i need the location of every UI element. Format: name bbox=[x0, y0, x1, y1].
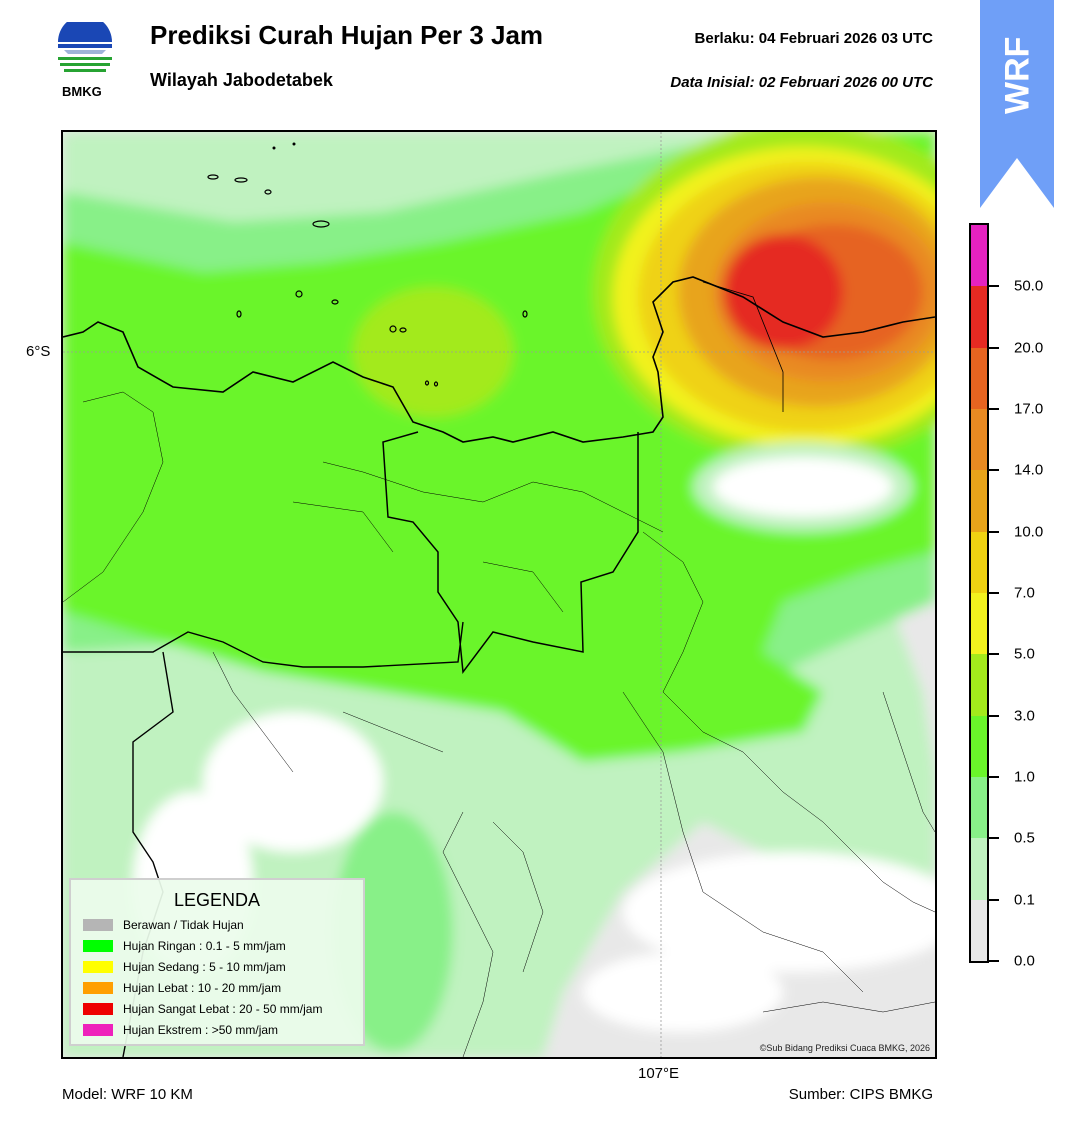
district-boundaries bbox=[63, 391, 935, 1057]
colorbar-segment bbox=[971, 225, 987, 287]
colorbar bbox=[969, 223, 989, 963]
legend-swatch bbox=[83, 919, 113, 931]
colorbar-tick bbox=[989, 837, 999, 840]
colorbar-segment bbox=[971, 777, 987, 839]
legend-item: Hujan Ringan : 0.1 - 5 mm/jam bbox=[83, 938, 286, 954]
colorbar-label: 20.0 bbox=[1014, 339, 1044, 357]
legend-title: LEGENDA bbox=[173, 890, 261, 910]
longitude-label: 107°E bbox=[638, 1065, 680, 1082]
colorbar-segment bbox=[971, 654, 987, 716]
colorbar-label: 0.0 bbox=[1014, 952, 1035, 970]
colorbar-tick bbox=[989, 592, 999, 594]
colorbar-label: 0.5 bbox=[1014, 829, 1035, 847]
colorbar-label: 0.1 bbox=[1014, 891, 1035, 909]
legend-swatch bbox=[83, 961, 113, 973]
legend-item: Hujan Ekstrem : >50 mm/jam bbox=[83, 1022, 278, 1038]
colorbar-label: 10.0 bbox=[1014, 523, 1044, 541]
colorbar-segment bbox=[971, 715, 987, 778]
district-boundary bbox=[702, 281, 784, 412]
legend-item-label: Hujan Sangat Lebat : 20 - 50 mm/jam bbox=[123, 1002, 323, 1016]
province-boundary bbox=[382, 431, 639, 674]
colorbar-tick bbox=[989, 408, 999, 410]
legend-item: Hujan Sedang : 5 - 10 mm/jam bbox=[83, 959, 286, 975]
colorbar-segment bbox=[971, 286, 987, 348]
page-subtitle: Wilayah Jabodetabek bbox=[150, 70, 333, 90]
legend-item: Hujan Lebat : 10 - 20 mm/jam bbox=[83, 980, 281, 996]
legend-swatch bbox=[83, 1003, 113, 1015]
thousand-islands bbox=[207, 174, 528, 387]
colorbar-tick bbox=[989, 714, 999, 717]
rainfall-contour-map bbox=[63, 132, 935, 1057]
colorbar-label: 5.0 bbox=[1014, 645, 1035, 663]
rainfall-map bbox=[61, 130, 937, 1059]
colorbar-segment bbox=[971, 409, 987, 471]
colorbar-tick bbox=[989, 960, 999, 962]
colorbar-label: 3.0 bbox=[1014, 707, 1035, 725]
wrf-badge bbox=[980, 0, 1054, 208]
page-title: Prediksi Curah Hujan Per 3 Jam bbox=[150, 20, 544, 50]
legend-swatch bbox=[83, 1024, 113, 1036]
legend-item-label: Hujan Ekstrem : >50 mm/jam bbox=[123, 1023, 279, 1037]
bmkg-logo bbox=[54, 15, 116, 82]
copyright-text: ©Sub Bidang Prediksi Cuaca BMKG, 2026 bbox=[759, 1043, 930, 1053]
legend-box: LEGENDA Berawan / Tidak Hujan Hujan Ring… bbox=[69, 878, 365, 1046]
colorbar-tick bbox=[989, 776, 999, 778]
logo-text: BMKG bbox=[62, 84, 102, 99]
colorbar-tick bbox=[989, 285, 999, 288]
colorbar-segment bbox=[971, 838, 987, 900]
colorbar-tick bbox=[989, 653, 999, 656]
coastline bbox=[63, 276, 935, 443]
colorbar-label: 14.0 bbox=[1014, 461, 1044, 479]
legend-item-label: Hujan Ringan : 0.1 - 5 mm/jam bbox=[123, 939, 286, 953]
colorbar-label: 7.0 bbox=[1014, 584, 1035, 602]
colorbar-segment bbox=[971, 347, 987, 410]
colorbar-tick bbox=[989, 530, 999, 533]
source-label: Sumber: CIPS BMKG bbox=[788, 1086, 933, 1103]
latitude-label: 6°S bbox=[26, 343, 51, 360]
colorbar-label: 1.0 bbox=[1014, 768, 1035, 786]
colorbar-segment bbox=[971, 470, 987, 532]
legend-item-label: Hujan Lebat : 10 - 20 mm/jam bbox=[123, 981, 282, 995]
legend-item-label: Berawan / Tidak Hujan bbox=[123, 918, 244, 932]
colorbar-segment bbox=[971, 531, 987, 594]
province-boundary-south bbox=[63, 621, 464, 668]
colorbar-tick bbox=[989, 346, 999, 349]
colorbar-label: 50.0 bbox=[1014, 277, 1044, 295]
wrf-badge-text: WRF bbox=[998, 36, 1037, 114]
legend-item: Hujan Sangat Lebat : 20 - 50 mm/jam bbox=[83, 1001, 322, 1017]
init-time-label: Data Inisial: 02 Februari 2026 00 UTC bbox=[670, 74, 933, 91]
model-label: Model: WRF 10 KM bbox=[62, 1086, 193, 1103]
colorbar-segment bbox=[971, 593, 987, 655]
legend-item: Berawan / Tidak Hujan bbox=[83, 917, 244, 933]
colorbar-segment bbox=[971, 899, 987, 961]
colorbar-tick bbox=[989, 469, 999, 472]
legend-swatch bbox=[83, 982, 113, 994]
legend-item-label: Hujan Sedang : 5 - 10 mm/jam bbox=[123, 960, 286, 974]
legend-swatch bbox=[83, 940, 113, 952]
colorbar-label: 17.0 bbox=[1014, 400, 1044, 418]
colorbar-tick bbox=[989, 898, 999, 901]
valid-time-label: Berlaku: 04 Februari 2026 03 UTC bbox=[694, 30, 933, 47]
